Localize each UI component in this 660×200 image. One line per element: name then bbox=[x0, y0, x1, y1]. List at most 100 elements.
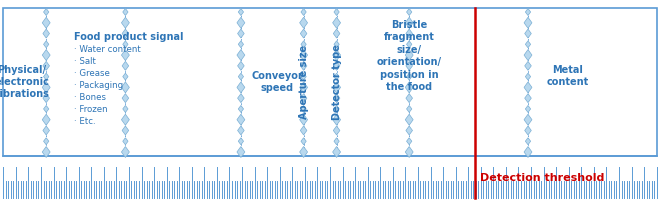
Polygon shape bbox=[237, 114, 245, 125]
Polygon shape bbox=[44, 41, 49, 48]
Polygon shape bbox=[123, 105, 128, 112]
Polygon shape bbox=[238, 61, 244, 70]
Polygon shape bbox=[333, 29, 340, 38]
Polygon shape bbox=[406, 126, 412, 135]
Polygon shape bbox=[334, 41, 339, 48]
Polygon shape bbox=[405, 146, 413, 158]
Polygon shape bbox=[43, 29, 49, 38]
Polygon shape bbox=[301, 41, 306, 48]
Polygon shape bbox=[300, 126, 307, 135]
Text: Detection threshold: Detection threshold bbox=[480, 173, 605, 183]
Polygon shape bbox=[238, 9, 244, 16]
Polygon shape bbox=[300, 61, 307, 70]
Polygon shape bbox=[237, 82, 245, 93]
Polygon shape bbox=[524, 17, 532, 28]
Polygon shape bbox=[42, 50, 50, 61]
Polygon shape bbox=[333, 146, 341, 158]
Text: Aperture size: Aperture size bbox=[298, 45, 309, 119]
Text: Metal
content: Metal content bbox=[546, 65, 589, 87]
Polygon shape bbox=[333, 126, 340, 135]
Polygon shape bbox=[43, 126, 49, 135]
Polygon shape bbox=[525, 73, 531, 80]
Text: Physical/
electronic
vibrations: Physical/ electronic vibrations bbox=[0, 65, 50, 99]
Polygon shape bbox=[42, 114, 50, 125]
Polygon shape bbox=[238, 138, 244, 145]
Polygon shape bbox=[238, 73, 244, 80]
Text: Conveyor
speed: Conveyor speed bbox=[251, 71, 303, 93]
Polygon shape bbox=[525, 105, 531, 112]
Text: · Water content: · Water content bbox=[74, 45, 141, 54]
Polygon shape bbox=[300, 50, 308, 61]
Text: · Bones: · Bones bbox=[74, 93, 106, 102]
Polygon shape bbox=[525, 138, 531, 145]
Polygon shape bbox=[42, 17, 50, 28]
Polygon shape bbox=[300, 114, 308, 125]
Polygon shape bbox=[406, 61, 412, 70]
Polygon shape bbox=[121, 50, 129, 61]
Text: Detector type: Detector type bbox=[331, 44, 342, 120]
Polygon shape bbox=[333, 50, 341, 61]
Polygon shape bbox=[237, 17, 245, 28]
Polygon shape bbox=[524, 50, 532, 61]
Polygon shape bbox=[405, 50, 413, 61]
Polygon shape bbox=[333, 114, 341, 125]
Polygon shape bbox=[405, 17, 413, 28]
Polygon shape bbox=[123, 73, 128, 80]
Polygon shape bbox=[333, 61, 340, 70]
Polygon shape bbox=[237, 50, 245, 61]
Text: Bristle
fragment
size/
orientation/
position in
the food: Bristle fragment size/ orientation/ posi… bbox=[377, 20, 442, 92]
Polygon shape bbox=[301, 9, 306, 16]
Polygon shape bbox=[407, 73, 412, 80]
Polygon shape bbox=[121, 82, 129, 93]
Polygon shape bbox=[300, 146, 308, 158]
Polygon shape bbox=[123, 138, 128, 145]
Polygon shape bbox=[407, 41, 412, 48]
Polygon shape bbox=[407, 9, 412, 16]
Polygon shape bbox=[524, 114, 532, 125]
Polygon shape bbox=[121, 114, 129, 125]
Polygon shape bbox=[300, 29, 307, 38]
Polygon shape bbox=[525, 126, 531, 135]
Polygon shape bbox=[43, 94, 49, 103]
Text: · Frozen: · Frozen bbox=[74, 105, 108, 114]
Polygon shape bbox=[334, 105, 339, 112]
Polygon shape bbox=[407, 105, 412, 112]
Polygon shape bbox=[44, 73, 49, 80]
Polygon shape bbox=[406, 29, 412, 38]
Polygon shape bbox=[333, 17, 341, 28]
Polygon shape bbox=[333, 94, 340, 103]
Polygon shape bbox=[405, 82, 413, 93]
Text: · Grease: · Grease bbox=[74, 69, 110, 78]
Polygon shape bbox=[405, 114, 413, 125]
Polygon shape bbox=[300, 17, 308, 28]
Polygon shape bbox=[123, 41, 128, 48]
Polygon shape bbox=[122, 29, 129, 38]
Polygon shape bbox=[121, 146, 129, 158]
Polygon shape bbox=[122, 94, 129, 103]
Polygon shape bbox=[525, 41, 531, 48]
Polygon shape bbox=[525, 61, 531, 70]
Polygon shape bbox=[237, 146, 245, 158]
Polygon shape bbox=[525, 29, 531, 38]
Text: · Salt: · Salt bbox=[74, 57, 96, 66]
Polygon shape bbox=[301, 138, 306, 145]
Polygon shape bbox=[301, 105, 306, 112]
Polygon shape bbox=[238, 29, 244, 38]
Polygon shape bbox=[122, 126, 129, 135]
Polygon shape bbox=[121, 17, 129, 28]
Polygon shape bbox=[300, 82, 308, 93]
Text: · Etc.: · Etc. bbox=[74, 117, 96, 126]
Polygon shape bbox=[44, 138, 49, 145]
Polygon shape bbox=[43, 61, 49, 70]
Polygon shape bbox=[123, 9, 128, 16]
Polygon shape bbox=[334, 9, 339, 16]
Polygon shape bbox=[238, 41, 244, 48]
Polygon shape bbox=[334, 73, 339, 80]
Polygon shape bbox=[301, 73, 306, 80]
FancyBboxPatch shape bbox=[3, 8, 657, 156]
Polygon shape bbox=[406, 94, 412, 103]
Text: · Packaging: · Packaging bbox=[74, 81, 123, 90]
Text: Food product signal: Food product signal bbox=[74, 32, 183, 42]
Polygon shape bbox=[525, 94, 531, 103]
Polygon shape bbox=[334, 138, 339, 145]
